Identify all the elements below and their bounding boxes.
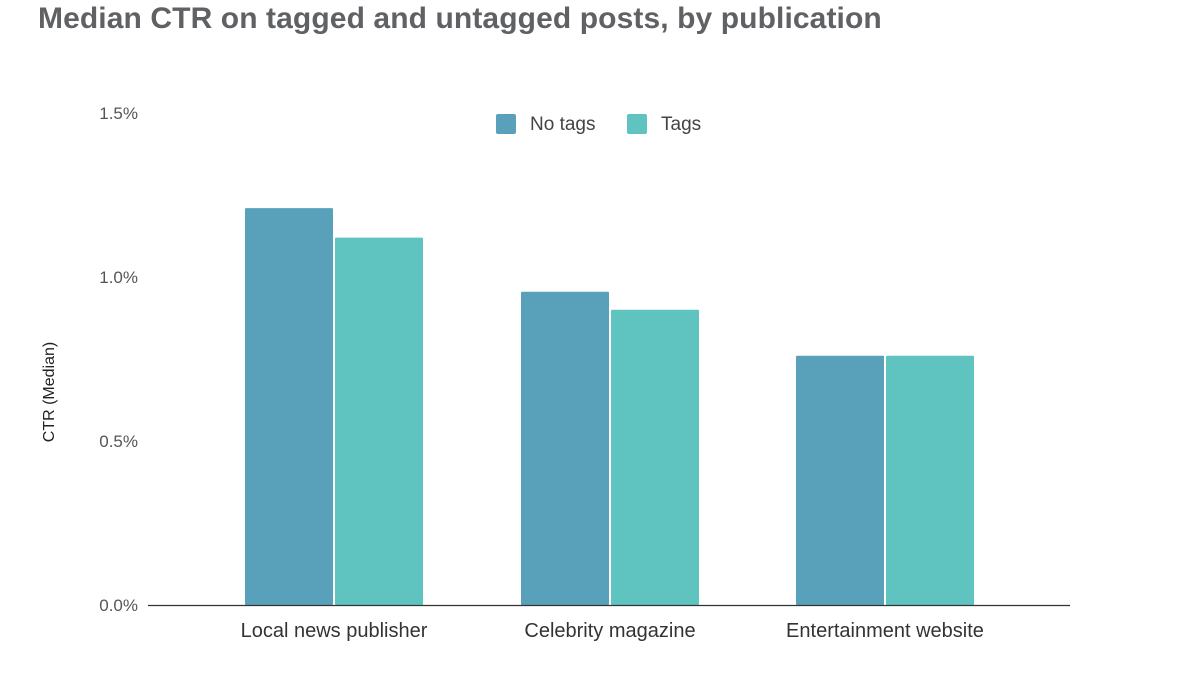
bar-tags [335,237,423,605]
legend-label: No tags [530,114,595,135]
y-axis-title: CTR (Median) [41,342,58,442]
legend-label: Tags [661,114,701,135]
bar-no-tags [245,208,333,605]
y-tick-label: 0.0% [99,596,138,615]
x-tick-label: Celebrity magazine [524,620,695,642]
bars [245,208,974,605]
x-axis-labels: Local news publisher Celebrity magazine En… [241,620,984,642]
x-tick-label: Entertainment website [786,620,984,642]
legend: No tags Tags [496,114,701,135]
bar-no-tags [796,355,884,605]
bar-no-tags [521,291,609,605]
chart-title: Median CTR on tagged and untagged posts,… [38,2,882,35]
bar-tags [886,355,974,605]
y-tick-label: 1.0% [99,268,138,287]
y-tick-label: 0.5% [99,432,138,451]
legend-swatch [627,114,647,134]
x-tick-label: Local news publisher [241,620,428,642]
legend-swatch [496,114,516,134]
bar-tags [611,309,699,605]
y-axis-ticks: 0.0% 0.5% 1.0% 1.5% [99,104,138,615]
y-tick-label: 1.5% [99,104,138,123]
